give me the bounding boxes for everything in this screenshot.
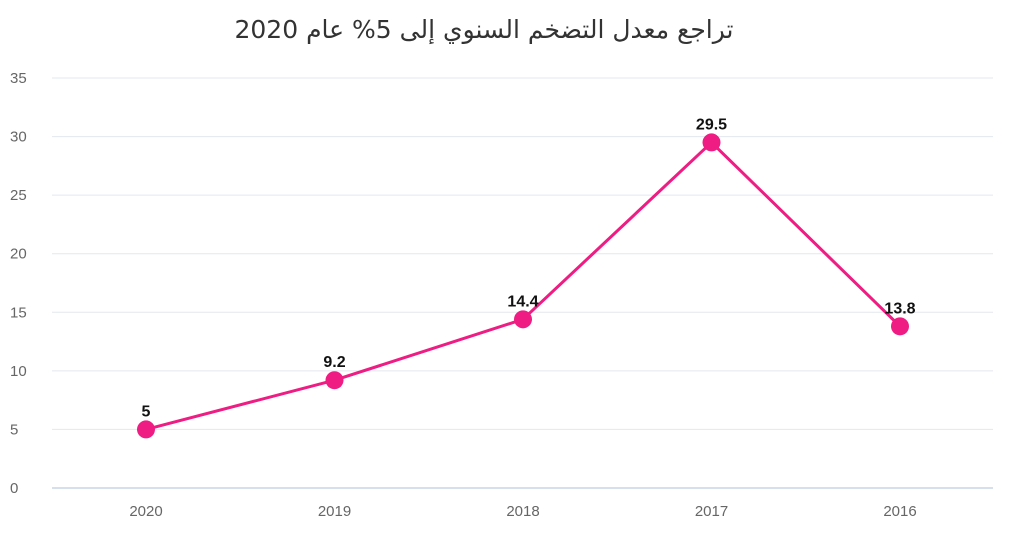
data-label: 5 (142, 403, 151, 420)
data-point (325, 371, 344, 390)
data-label: 13.8 (884, 300, 915, 317)
y-tick-label: 10 (10, 363, 27, 380)
y-tick-label: 25 (10, 187, 27, 204)
chart-title: تراجع معدل التضخم السنوي إلى 5% عام 2020 (235, 15, 734, 45)
y-tick-label: 35 (10, 70, 27, 87)
y-tick-label: 20 (10, 246, 27, 263)
grid-lines (52, 77, 993, 430)
x-tick-label: 2020 (129, 503, 162, 520)
data-label: 14.4 (507, 293, 538, 310)
series-line-group (144, 140, 902, 431)
data-label: 29.5 (696, 116, 727, 133)
x-tick-label: 2018 (506, 503, 539, 520)
data-label: 9.2 (323, 354, 345, 371)
x-axis-ticks: 2020 2019 2018 2017 2016 (129, 503, 916, 520)
series-line (144, 140, 902, 431)
x-tick-label: 2016 (883, 503, 916, 520)
y-tick-label: 15 (10, 304, 27, 321)
data-labels: 5 9.2 14.4 29.5 13.8 (142, 116, 916, 420)
y-tick-label: 5 (10, 421, 18, 438)
y-axis-ticks: 0 5 10 15 20 25 30 35 (10, 70, 27, 497)
x-tick-label: 2017 (695, 503, 728, 520)
data-points (137, 133, 909, 439)
y-tick-label: 30 (10, 129, 27, 146)
data-point (514, 310, 532, 329)
data-point (137, 420, 155, 439)
x-tick-label: 2019 (318, 503, 351, 520)
y-tick-label: 0 (10, 480, 18, 497)
data-point (702, 133, 721, 152)
data-point (891, 317, 909, 336)
